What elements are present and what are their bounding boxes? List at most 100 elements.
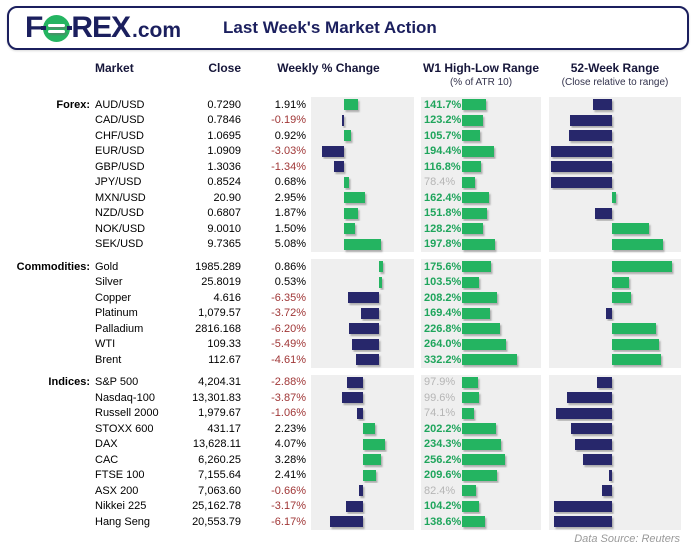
market-name: Russell 2000 xyxy=(95,407,159,420)
weekly-change-bar xyxy=(334,161,344,172)
atr-range-cell: 116.8% xyxy=(421,159,541,175)
logo-coin-stripe xyxy=(48,29,66,33)
column-header-close: Close xyxy=(208,61,241,75)
atr-range-bar xyxy=(462,99,486,110)
section-label: Forex: xyxy=(56,98,90,111)
range-52w-bar xyxy=(612,276,629,288)
atr-range-cell: 82.4% xyxy=(421,483,541,499)
weekly-change-bar-cell xyxy=(311,336,414,352)
range-52w-bar xyxy=(612,238,664,250)
atr-range-cell: 97.9% xyxy=(421,374,541,390)
column-header-52w-range-subtitle: (Close relative to range) xyxy=(561,77,669,89)
range-52w-cell xyxy=(549,336,681,352)
close-value: 13,301.83 xyxy=(192,391,241,404)
weekly-change-bar xyxy=(344,238,381,250)
weekly-change-value: -6.35% xyxy=(271,291,306,304)
market-name: JPY/USD xyxy=(95,176,142,189)
range-52w-bar xyxy=(612,323,656,334)
range-52w-bar xyxy=(612,223,650,234)
data-source: Data Source: Reuters xyxy=(574,533,680,545)
weekly-change-bar xyxy=(342,392,363,403)
weekly-change-bar xyxy=(363,454,381,465)
close-value: 20,553.79 xyxy=(192,515,241,528)
weekly-change-bar xyxy=(352,338,379,350)
weekly-change-value: 2.23% xyxy=(274,422,306,435)
column-header-market: Market xyxy=(95,61,134,75)
atr-range-value: 208.2% xyxy=(424,291,462,304)
close-value: 1.3036 xyxy=(207,160,241,173)
weekly-change-value: -3.87% xyxy=(271,391,306,404)
weekly-change-value: -6.20% xyxy=(271,322,306,335)
table-row: Hang Seng 20,553.79 -6.17% 138.6% xyxy=(0,514,696,530)
weekly-change-bar-cell xyxy=(311,421,414,437)
logo-text-f: F xyxy=(25,11,43,44)
range-52w-cell xyxy=(549,498,681,514)
range-52w-bar xyxy=(569,114,612,126)
table-row: NZD/USD 0.6807 1.87% 151.8% xyxy=(0,205,696,221)
table-row: Forex: AUD/USD 0.7290 1.91% 141.7% xyxy=(0,97,696,113)
range-52w-bar xyxy=(612,261,673,272)
atr-range-cell: 234.3% xyxy=(421,436,541,452)
atr-range-bar xyxy=(462,485,476,496)
weekly-change-value: 0.68% xyxy=(274,176,306,189)
weekly-change-bar xyxy=(322,145,344,157)
weekly-change-bar-cell xyxy=(311,221,414,237)
column-header-52w-range-title: 52-Week Range xyxy=(570,61,660,75)
weekly-change-bar xyxy=(344,223,355,234)
weekly-change-bar-cell xyxy=(311,143,414,159)
atr-range-bar xyxy=(462,354,518,365)
table-section: Indices: S&P 500 4,204.31 -2.88% 97.9% Nasdaq… xyxy=(0,374,696,530)
atr-range-bar xyxy=(462,192,489,203)
range-52w-cell xyxy=(549,483,681,499)
atr-range-cell: 169.4% xyxy=(421,305,541,321)
range-52w-bar xyxy=(605,307,612,319)
table-section: Forex: AUD/USD 0.7290 1.91% 141.7% CAD/USD 0.7… xyxy=(0,97,696,252)
market-name: Silver xyxy=(95,276,123,289)
weekly-change-value: 0.92% xyxy=(274,129,306,142)
weekly-change-bar xyxy=(360,307,379,319)
close-value: 2816.168 xyxy=(195,322,241,335)
atr-range-value: 103.5% xyxy=(424,276,462,289)
close-value: 1.0909 xyxy=(207,145,241,158)
atr-range-value: 264.0% xyxy=(424,338,462,351)
weekly-change-bar-cell xyxy=(311,483,414,499)
weekly-change-value: 3.28% xyxy=(274,453,306,466)
close-value: 4,204.31 xyxy=(198,376,241,389)
weekly-change-bar-cell xyxy=(311,321,414,337)
close-value: 112.67 xyxy=(208,353,241,366)
atr-range-value: 197.8% xyxy=(424,238,462,251)
atr-range-value: 256.2% xyxy=(424,453,462,466)
atr-range-value: 175.6% xyxy=(424,260,462,273)
atr-range-bar xyxy=(462,261,492,272)
weekly-change-bar-cell xyxy=(311,112,414,128)
weekly-change-bar-cell xyxy=(311,174,414,190)
atr-range-bar xyxy=(462,500,480,512)
range-52w-cell xyxy=(549,190,681,206)
weekly-change-bar-cell xyxy=(311,159,414,175)
market-name: Gold xyxy=(95,260,119,273)
weekly-change-bar xyxy=(344,176,349,188)
weekly-change-value: 2.95% xyxy=(274,191,306,204)
atr-range-bar xyxy=(462,392,479,403)
table-row: CHF/USD 1.0695 0.92% 105.7% xyxy=(0,128,696,144)
range-52w-cell xyxy=(549,436,681,452)
atr-range-cell: 123.2% xyxy=(421,112,541,128)
atr-range-value: 209.6% xyxy=(424,469,462,482)
weekly-change-bar-cell xyxy=(311,352,414,368)
close-value: 20.90 xyxy=(213,191,241,204)
atr-range-value: 141.7% xyxy=(424,98,462,111)
table-row: DAX 13,628.11 4.07% 234.3% xyxy=(0,436,696,452)
range-52w-cell xyxy=(549,290,681,306)
table-row: Nasdaq-100 13,301.83 -3.87% 99.6% xyxy=(0,390,696,406)
range-52w-bar xyxy=(550,161,612,172)
weekly-change-value: 0.53% xyxy=(274,276,306,289)
range-52w-cell xyxy=(549,421,681,437)
column-header-w1-range-subtitle: (% of ATR 10) xyxy=(449,77,513,89)
atr-range-cell: 151.8% xyxy=(421,205,541,221)
range-52w-bar xyxy=(550,176,612,188)
table-row: GBP/USD 1.3036 -1.34% 116.8% xyxy=(0,159,696,175)
range-52w-bar xyxy=(612,354,661,365)
close-value: 0.7846 xyxy=(207,114,241,127)
page-title: Last Week's Market Action xyxy=(223,18,437,37)
table-row: Indices: S&P 500 4,204.31 -2.88% 97.9% xyxy=(0,374,696,390)
